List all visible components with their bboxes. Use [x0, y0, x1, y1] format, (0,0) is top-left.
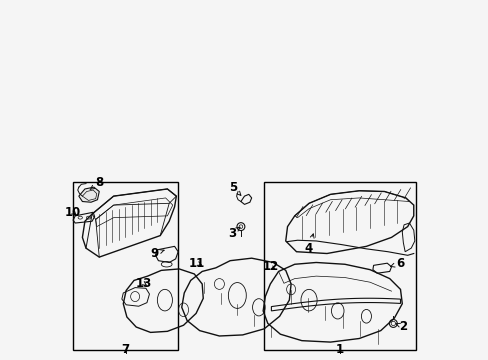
Text: 2: 2	[395, 320, 406, 333]
Text: 7: 7	[122, 343, 129, 356]
Text: 10: 10	[65, 206, 81, 219]
Polygon shape	[79, 187, 99, 202]
Bar	[73, 182, 178, 350]
Text: 12: 12	[262, 260, 278, 273]
Text: 1: 1	[335, 343, 344, 356]
Text: 3: 3	[227, 226, 240, 239]
Text: 5: 5	[228, 181, 241, 195]
Bar	[264, 182, 415, 350]
Text: 6: 6	[390, 257, 404, 270]
Text: 11: 11	[189, 257, 205, 270]
Text: 8: 8	[90, 176, 103, 190]
Text: 13: 13	[135, 277, 151, 290]
Text: 9: 9	[150, 247, 163, 260]
Text: 4: 4	[305, 234, 313, 255]
